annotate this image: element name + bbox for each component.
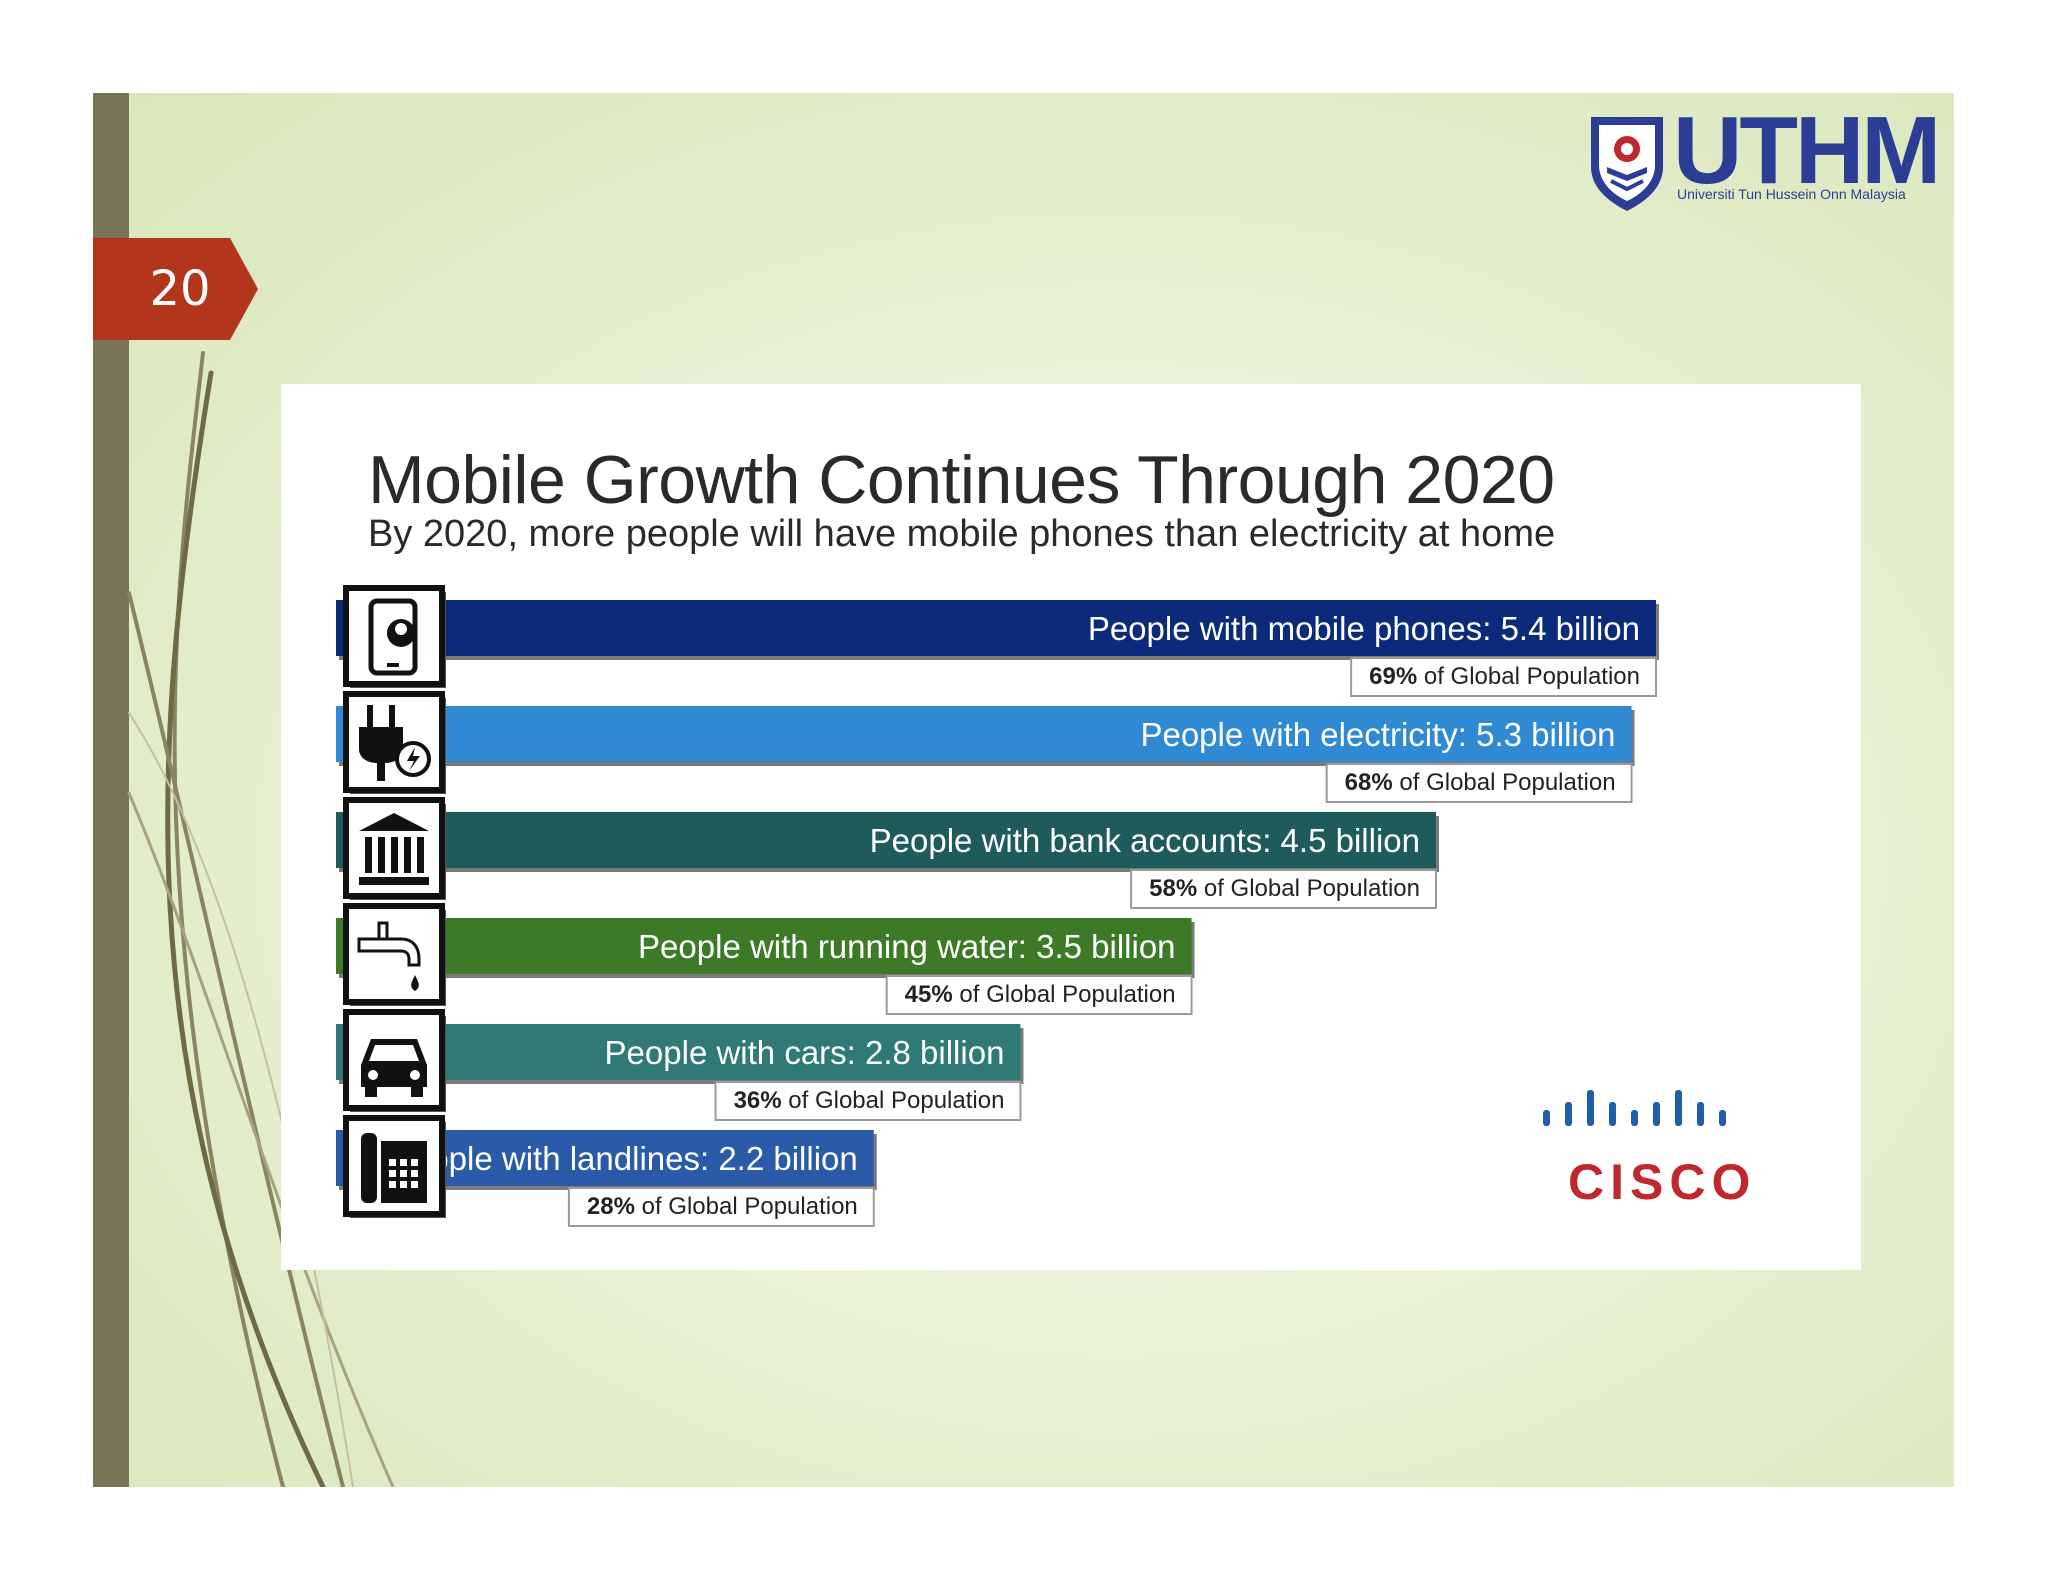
bar-label: People with electricity: 5.3 billion (1140, 716, 1615, 753)
uthm-logo-wordmark: UTHM (1673, 97, 1941, 204)
car-icon (343, 1009, 446, 1112)
bar-label: People with landlines: 2.2 billion (390, 1140, 858, 1177)
percent-label: 68% of Global Population (1345, 769, 1616, 796)
bar-label: People with mobile phones: 5.4 billion (1088, 610, 1640, 647)
electric-plug-icon (343, 691, 446, 794)
percent-box: 58% of Global Population (1130, 869, 1437, 909)
percent-box-frame (1350, 657, 1657, 697)
bank-icon (343, 797, 446, 900)
landline-phone-icon (343, 1115, 446, 1218)
percent-box-frame (885, 975, 1193, 1015)
slide-number-tag (93, 238, 258, 340)
decorative-curves (127, 351, 395, 1487)
cisco-bars-icon (1543, 1090, 1726, 1126)
percent-label: 69% of Global Population (1369, 663, 1640, 690)
percent-box: 68% of Global Population (1325, 763, 1633, 803)
percent-box-frame (1325, 763, 1633, 803)
slide-number: 20 (149, 261, 211, 317)
percent-box: 45% of Global Population (885, 975, 1193, 1015)
cisco-wordmark: CISCO (1568, 1154, 1757, 1210)
bar-label: People with bank accounts: 4.5 billion (870, 822, 1420, 859)
bar-label: People with running water: 3.5 billion (638, 928, 1176, 965)
bar-cars (336, 1024, 1021, 1080)
percent-box: 36% of Global Population (714, 1081, 1022, 1121)
percent-label: 58% of Global Population (1149, 875, 1420, 902)
water-tap-icon (343, 903, 446, 1006)
chart-title: Mobile Growth Continues Through 2020 (368, 442, 1555, 518)
infographic-card: Mobile Growth Continues Through 2020 By … (281, 384, 1861, 1270)
percent-box-frame (714, 1081, 1022, 1121)
bar-label: People with cars: 2.8 billion (605, 1034, 1005, 1071)
bar-running-water (336, 918, 1192, 974)
percent-label: 36% of Global Population (734, 1087, 1005, 1114)
uthm-shield-icon (1591, 117, 1663, 211)
percent-label: 28% of Global Population (587, 1193, 858, 1220)
chart-subtitle: By 2020, more people will have mobile ph… (368, 513, 1556, 555)
percent-label: 45% of Global Population (905, 981, 1176, 1008)
bar-chart: People with mobile phones: 5.4 billion 69… (336, 585, 1659, 1227)
mobile-phone-icon (343, 585, 446, 688)
bar-mobile-phones (336, 600, 1656, 656)
slide: 20 UTHM Universiti Tun Hussein Onn Malay… (93, 93, 1954, 1487)
percent-box-frame (1130, 869, 1437, 909)
percent-box-frame (567, 1187, 875, 1227)
percent-box: 69% of Global Population (1350, 657, 1657, 697)
uthm-logo-subtitle: Universiti Tun Hussein Onn Malaysia (1677, 186, 1906, 202)
percent-box: 28% of Global Population (567, 1187, 875, 1227)
bar-electricity (336, 706, 1632, 762)
bar-bank-accounts (336, 812, 1436, 868)
